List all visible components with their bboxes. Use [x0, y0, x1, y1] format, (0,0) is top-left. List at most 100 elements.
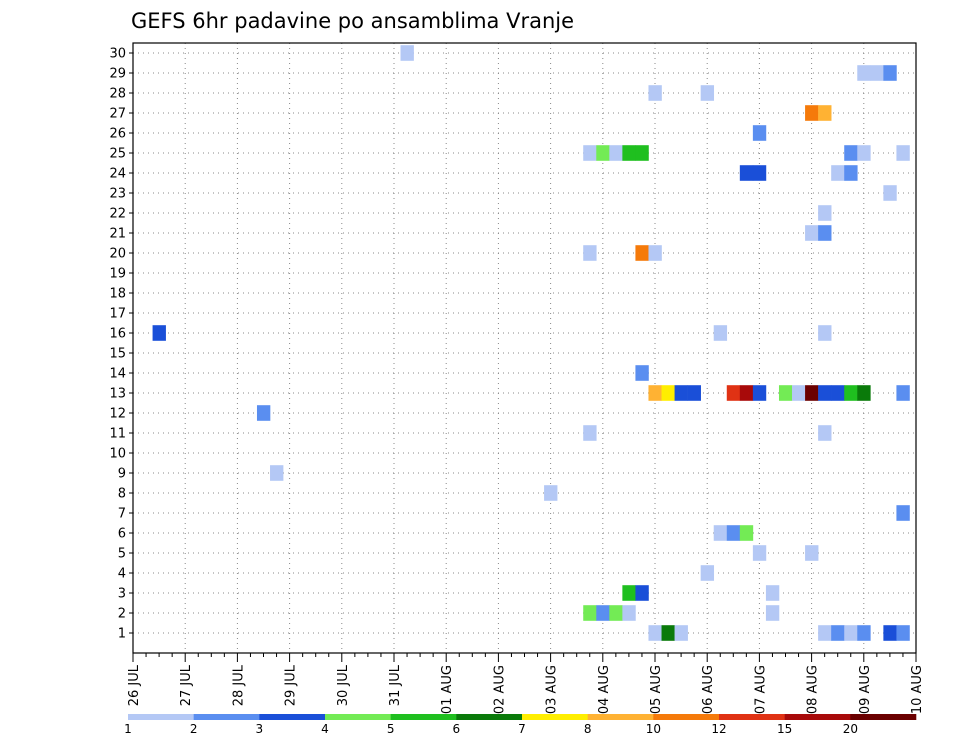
data-cell	[609, 145, 623, 161]
y-tick-label: 5	[118, 547, 126, 562]
data-cell	[583, 425, 597, 441]
legend-swatch	[325, 714, 391, 720]
data-cell	[596, 145, 610, 161]
plot-frame	[132, 42, 917, 654]
data-cell	[883, 185, 897, 201]
chart-title: GEFS 6hr padavine po ansamblima Vranje	[131, 9, 574, 33]
data-cells	[152, 45, 910, 641]
legend-swatch	[390, 714, 457, 720]
y-tick-label: 27	[109, 107, 126, 122]
data-cell	[726, 385, 741, 401]
x-tick-label: 31 JUL	[388, 664, 403, 706]
legend-label: 7	[518, 722, 526, 736]
x-tick-label: 09 AUG	[858, 665, 873, 714]
legend-label: 20	[843, 722, 858, 736]
y-tick-label: 20	[109, 247, 126, 262]
data-cell	[844, 385, 858, 401]
y-tick-label: 10	[109, 447, 126, 462]
x-tick-label: 30 JUL	[336, 664, 351, 706]
data-cell	[844, 145, 858, 161]
data-cell	[622, 605, 636, 621]
x-tick-label: 10 AUG	[910, 665, 925, 714]
data-cell	[661, 625, 675, 641]
y-tick-label: 1	[118, 627, 126, 642]
y-tick-label: 25	[109, 147, 126, 162]
y-tick-label: 3	[118, 587, 126, 602]
y-tick-label: 14	[109, 367, 126, 382]
data-cell	[739, 165, 754, 181]
legend-label: 5	[387, 722, 395, 736]
data-cell	[752, 385, 767, 401]
legend-label: 2	[190, 722, 198, 736]
y-tick-label: 26	[109, 127, 126, 142]
x-tick-label: 07 AUG	[753, 665, 768, 714]
color-legend: 1 2 3 4 5 6 7 8 10 12 15 20	[124, 714, 917, 736]
y-tick-label: 29	[109, 67, 126, 82]
data-cell	[896, 625, 910, 641]
data-cell	[635, 145, 649, 161]
data-cell	[805, 385, 819, 401]
x-tick-label: 26 JUL	[127, 664, 142, 706]
data-cell	[700, 565, 715, 581]
data-cell	[765, 585, 780, 601]
y-tick-label: 6	[118, 527, 126, 542]
data-cell	[857, 625, 871, 641]
data-cell	[713, 325, 728, 341]
data-cell	[635, 365, 649, 381]
data-cell	[857, 385, 871, 401]
y-tick-label: 21	[109, 227, 126, 242]
legend-label: 15	[777, 722, 792, 736]
legend-swatch	[128, 714, 194, 720]
data-cell	[648, 625, 662, 641]
y-tick-label: 18	[109, 287, 126, 302]
data-cell	[778, 385, 793, 401]
data-cell	[818, 425, 832, 441]
data-cell	[818, 385, 832, 401]
data-cell	[896, 385, 910, 401]
legend-swatch	[456, 714, 523, 720]
x-axis: 26 JUL 27 JUL 28 JUL 29 JUL 30 JUL 31 JUL 01 A…	[127, 653, 925, 714]
legend-label: 1	[124, 722, 132, 736]
data-cell	[726, 525, 741, 541]
data-cell	[739, 525, 754, 541]
data-cell	[700, 85, 715, 101]
data-cell	[818, 325, 832, 341]
x-tick-label: 01 AUG	[440, 665, 455, 714]
data-cell	[609, 605, 623, 621]
data-cell	[883, 65, 897, 81]
data-cell	[831, 625, 845, 641]
data-cell	[818, 625, 832, 641]
data-cell	[622, 145, 636, 161]
y-tick-label: 2	[118, 607, 126, 622]
data-cell	[583, 145, 597, 161]
y-tick-label: 17	[109, 307, 126, 322]
y-tick-label: 24	[109, 167, 126, 182]
y-tick-label: 23	[109, 187, 126, 202]
data-cell	[152, 325, 166, 341]
legend-swatch	[193, 714, 260, 720]
y-tick-label: 30	[109, 47, 126, 62]
x-tick-label: 04 AUG	[597, 665, 612, 714]
legend-label: 12	[711, 722, 726, 736]
x-tick-label: 27 JUL	[179, 664, 194, 706]
data-cell	[844, 625, 858, 641]
y-tick-label: 9	[118, 467, 126, 482]
legend-swatch	[587, 714, 654, 720]
y-tick-label: 15	[109, 347, 126, 362]
legend-swatch	[653, 714, 720, 720]
data-cell	[844, 165, 858, 181]
data-cell	[583, 245, 597, 261]
legend-swatch	[850, 714, 917, 720]
data-cell	[583, 605, 597, 621]
x-tick-label: 28 JUL	[231, 664, 246, 706]
data-cell	[752, 165, 767, 181]
y-tick-label: 4	[118, 567, 126, 582]
data-cell	[805, 225, 819, 241]
data-cell	[635, 245, 649, 261]
data-cell	[256, 405, 271, 421]
data-cell	[792, 385, 806, 401]
x-tick-label: 29 JUL	[284, 664, 299, 706]
data-cell	[818, 225, 832, 241]
data-cell	[544, 485, 558, 501]
data-cell	[870, 65, 884, 81]
